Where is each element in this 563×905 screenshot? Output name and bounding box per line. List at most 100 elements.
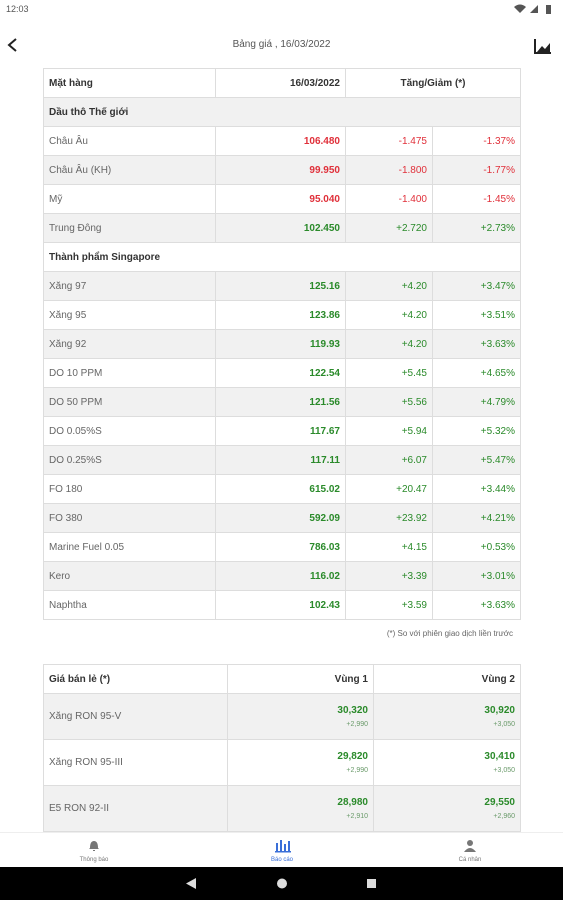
price-cell: 28,980 +2,910 [228, 786, 374, 832]
item-name: Mỹ [44, 185, 216, 214]
item-value: 121.56 [216, 388, 346, 417]
item-value: 615.02 [216, 475, 346, 504]
item-value: +5.47% [433, 446, 521, 475]
item-name: Xăng 97 [44, 272, 216, 301]
item-value: +4.15 [346, 533, 433, 562]
price-cell: 30,320 +2,990 [228, 694, 374, 740]
page-title: Bảng giá , 16/03/2022 [232, 39, 331, 50]
item-value: 95.040 [216, 185, 346, 214]
item-value: -1.77% [433, 156, 521, 185]
item-value: +3.39 [346, 562, 433, 591]
price-cell: 29,550 +2,960 [374, 786, 521, 832]
item-value: +4.21% [433, 504, 521, 533]
item-name: E5 RON 92-II [44, 786, 228, 832]
item-value: +4.20 [346, 301, 433, 330]
item-value: +4.79% [433, 388, 521, 417]
item-value: +5.45 [346, 359, 433, 388]
item-name: Naphtha [44, 591, 216, 620]
time: 12:03 [6, 4, 29, 14]
header-cell: Mặt hàng [44, 69, 216, 98]
item-value: +2.73% [433, 214, 521, 243]
section-header: Dầu thô Thế giới [44, 98, 521, 127]
item-value: +5.94 [346, 417, 433, 446]
item-value: -1.800 [346, 156, 433, 185]
item-value: 106.480 [216, 127, 346, 156]
price-cell: 30,410 +3,050 [374, 740, 521, 786]
price-change: +3,050 [493, 721, 515, 728]
price-change: +2,910 [346, 813, 368, 820]
nav-icon [89, 841, 99, 851]
item-value: 122.54 [216, 359, 346, 388]
item-name: DO 10 PPM [44, 359, 216, 388]
table-note: (*) So với phiên giao dịch liền trước [386, 629, 513, 638]
chart-button[interactable] [534, 38, 552, 54]
bottom-nav: Thông báo Báo cáo Cá nhân [0, 832, 563, 868]
item-value: 786.03 [216, 533, 346, 562]
price-change: +2,990 [346, 767, 368, 774]
item-value: 123.86 [216, 301, 346, 330]
header-cell: 16/03/2022 [216, 69, 346, 98]
back-button[interactable] [4, 36, 22, 54]
item-value: 117.11 [216, 446, 346, 475]
section-header: Thành phẩm Singapore [44, 243, 521, 272]
price: 30,320 [337, 705, 368, 716]
system-buttons [186, 878, 376, 889]
status-bar: 12:03 [0, 0, 563, 18]
item-value: +3.01% [433, 562, 521, 591]
price-table: Mặt hàng 16/03/2022 Tăng/Giảm (*) Dầu thô T… [43, 68, 521, 620]
status-icons [514, 4, 551, 14]
item-value: 102.450 [216, 214, 346, 243]
item-value: -1.45% [433, 185, 521, 214]
item-value: +23.92 [346, 504, 433, 533]
nav-item[interactable]: Thông báo [0, 833, 188, 868]
item-name: FO 380 [44, 504, 216, 533]
nav-label: Cá nhân [458, 857, 482, 863]
item-name: Châu Âu (KH) [44, 156, 216, 185]
item-value: +4.65% [433, 359, 521, 388]
item-value: +3.63% [433, 591, 521, 620]
item-name: Xăng RON 95-V [44, 694, 228, 740]
nav-item[interactable]: Báo cáo [188, 833, 376, 868]
item-value: +4.20 [346, 330, 433, 359]
header-cell: Vùng 2 [374, 665, 521, 694]
item-value: +3.63% [433, 330, 521, 359]
item-value: 99.950 [216, 156, 346, 185]
item-name: DO 0.05%S [44, 417, 216, 446]
item-name: DO 50 PPM [44, 388, 216, 417]
item-value: +0.53% [433, 533, 521, 562]
item-value: +6.07 [346, 446, 433, 475]
item-value: -1.400 [346, 185, 433, 214]
item-value: +4.20 [346, 272, 433, 301]
item-value: +5.56 [346, 388, 433, 417]
nav-item[interactable]: Cá nhân [376, 833, 563, 868]
header-cell: Tăng/Giảm (*) [346, 69, 521, 98]
price: 30,920 [484, 705, 515, 716]
item-name: Châu Âu [44, 127, 216, 156]
item-value: 592.09 [216, 504, 346, 533]
system-nav [0, 867, 563, 900]
item-value: +3.47% [433, 272, 521, 301]
price: 30,410 [484, 751, 515, 762]
price: 28,980 [337, 797, 368, 808]
nav-icon [464, 840, 476, 852]
item-value: 102.43 [216, 591, 346, 620]
item-value: +3.51% [433, 301, 521, 330]
price: 29,820 [337, 751, 368, 762]
item-name: Trung Đông [44, 214, 216, 243]
item-value: 125.16 [216, 272, 346, 301]
header-cell: Giá bán lẻ (*) [44, 665, 228, 694]
nav-label: Báo cáo [270, 857, 294, 863]
item-name: Xăng RON 95-III [44, 740, 228, 786]
item-name: Kero [44, 562, 216, 591]
item-value: 117.67 [216, 417, 346, 446]
nav-label: Thông báo [79, 857, 109, 863]
item-name: DO 0.25%S [44, 446, 216, 475]
item-value: +2.720 [346, 214, 433, 243]
price-cell: 30,920 +3,050 [374, 694, 521, 740]
nav-icon [275, 840, 291, 853]
item-name: Xăng 95 [44, 301, 216, 330]
item-value: -1.37% [433, 127, 521, 156]
price-cell: 29,820 +2,990 [228, 740, 374, 786]
item-value: +5.32% [433, 417, 521, 446]
